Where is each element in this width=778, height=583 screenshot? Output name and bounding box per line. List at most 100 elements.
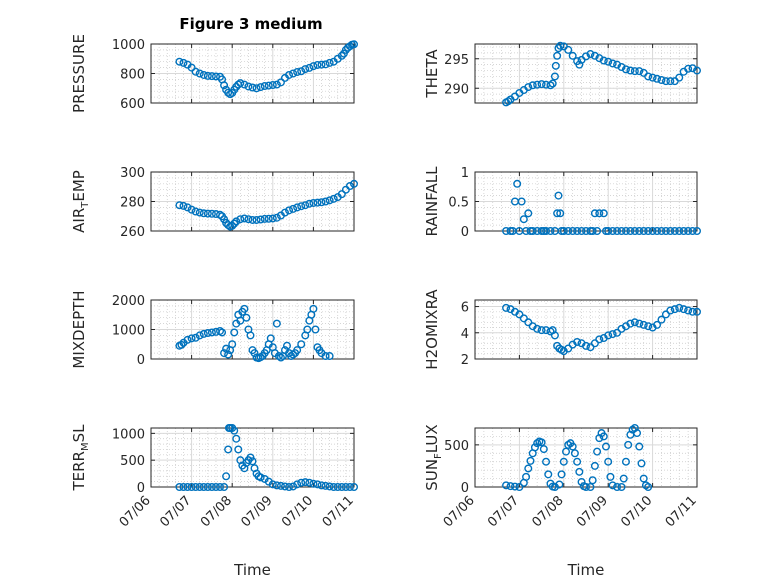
data-point (582, 483, 591, 492)
data-point (179, 58, 188, 67)
data-point (688, 64, 697, 73)
data-point (248, 457, 257, 466)
plot-area (475, 428, 697, 487)
data-point (280, 208, 289, 217)
y-tick-label: 280 (120, 196, 145, 211)
data-point (345, 42, 354, 51)
data-point (309, 479, 318, 488)
data-point (626, 66, 635, 75)
data-point (276, 481, 285, 490)
data-point (661, 310, 670, 319)
data-point (183, 335, 192, 344)
data-point (568, 51, 577, 60)
data-point (608, 330, 617, 339)
data-point (639, 474, 648, 483)
data-point (216, 326, 225, 335)
y-axis-label: AIRTEMP (70, 170, 91, 233)
data-point (272, 481, 281, 490)
data-point (203, 209, 212, 218)
y-tick-label: 1000 (112, 427, 145, 442)
data-point (248, 83, 257, 92)
figure-title: Figure 3 medium (179, 15, 322, 33)
data-point (666, 306, 675, 315)
data-point (311, 325, 320, 334)
data-point (524, 83, 533, 92)
y-axis-label-main: SUN (423, 459, 441, 491)
data-point (601, 442, 610, 451)
y-axis-label-main: MIXDEPTH (70, 290, 88, 368)
data-point (506, 482, 515, 491)
y-axis-label-subscript: T (80, 201, 91, 209)
data-point (313, 60, 322, 69)
data-point (228, 340, 237, 349)
data-point (626, 319, 635, 328)
y-axis-label: SUNFLUX (423, 424, 444, 490)
data-point (559, 457, 568, 466)
data-point (595, 54, 604, 63)
data-point (553, 51, 562, 60)
data-point (590, 339, 599, 348)
y-tick-label: 2 (461, 353, 469, 368)
data-point (675, 303, 684, 312)
data-point (325, 352, 334, 361)
data-point (684, 64, 693, 73)
data-point (317, 198, 326, 207)
data-point (337, 483, 346, 492)
data-point (289, 69, 298, 78)
data-point (617, 63, 626, 72)
y-tick-label: 4 (461, 327, 469, 342)
data-point (175, 57, 184, 66)
data-point (211, 72, 220, 81)
data-point (297, 202, 306, 211)
subplot-h2omixra: 2 4 6 H2OMIXRA (423, 289, 702, 370)
data-point (216, 483, 225, 492)
data-point (524, 209, 533, 218)
data-point (309, 62, 318, 71)
y-tick-label: 1 (461, 166, 469, 181)
data-point (244, 82, 253, 91)
data-point (679, 305, 688, 314)
data-point (199, 329, 208, 338)
data-point (274, 352, 283, 361)
data-point (285, 206, 294, 215)
data-point (639, 226, 648, 235)
x-tick-label: 07/08 (530, 493, 567, 530)
data-point (568, 442, 577, 451)
data-point (293, 68, 302, 77)
data-point (224, 88, 233, 97)
data-point (268, 480, 277, 489)
data-point (653, 320, 662, 329)
data-point (289, 482, 298, 491)
data-point (264, 214, 273, 223)
data-point (216, 210, 225, 219)
data-point (240, 304, 249, 313)
data-point (321, 197, 330, 206)
data-point (635, 67, 644, 76)
data-point (293, 480, 302, 489)
data-point (675, 73, 684, 82)
data-point (502, 303, 511, 312)
data-point (199, 483, 208, 492)
data-point (207, 328, 216, 337)
data-point (693, 66, 702, 75)
data-point (533, 80, 542, 89)
data-point (242, 313, 251, 322)
data-point (630, 67, 639, 76)
data-point (232, 434, 241, 443)
data-point (260, 214, 269, 223)
data-point (577, 226, 586, 235)
data-point (637, 459, 646, 468)
y-axis-label-main: H2OMIXRA (423, 289, 441, 370)
x-axis-label: Time (233, 561, 271, 579)
data-point (309, 304, 318, 313)
data-point (317, 481, 326, 490)
y-axis-label: PRESSURE (70, 34, 88, 113)
data-point (575, 467, 584, 476)
data-point (183, 203, 192, 212)
data-point (564, 226, 573, 235)
data-point (604, 457, 613, 466)
data-point (661, 226, 670, 235)
data-point (582, 52, 591, 61)
